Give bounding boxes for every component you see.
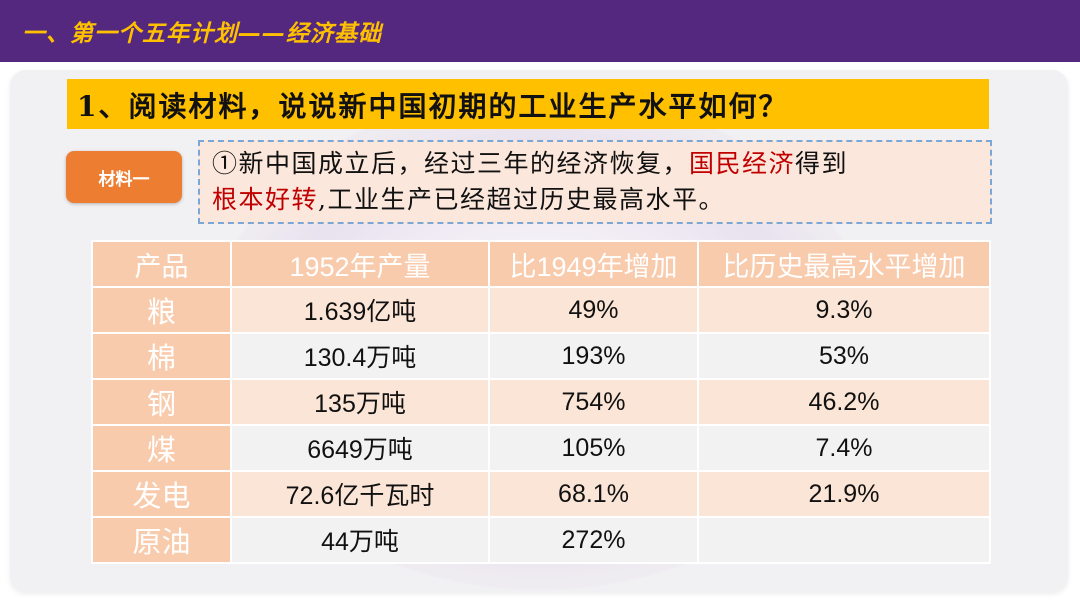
- product-cell: 钢: [91, 378, 232, 426]
- output-cell: 72.6亿千瓦时: [230, 470, 490, 518]
- header-increase-record: 比历史最高水平增加: [697, 240, 991, 288]
- increase-record-cell: 46.2%: [697, 378, 991, 426]
- increase-1949-cell: 49%: [488, 286, 699, 334]
- table-row: 钢 135万吨 754% 46.2%: [91, 378, 991, 426]
- material-text: ①新中国成立后，经过三年的经济恢复，国民经济得到根本好转,工业生产已经超过历史最…: [212, 146, 992, 218]
- increase-record-cell: 9.3%: [697, 286, 991, 334]
- section-title: 一、第一个五年计划——经济基础: [22, 21, 382, 47]
- material-highlight-economy: 国民经济: [689, 149, 796, 178]
- table-row: 煤 6649万吨 105% 7.4%: [91, 424, 991, 472]
- material-part1: ①新中国成立后，经过三年的经济恢复，: [212, 149, 690, 178]
- material-part3: ,工业生产已经超过历史最高水平。: [318, 185, 725, 214]
- product-cell: 粮: [91, 286, 232, 334]
- increase-1949-cell: 193%: [488, 332, 699, 380]
- material-highlight-improve: 根本好转: [212, 185, 319, 214]
- increase-record-cell: 7.4%: [697, 424, 991, 472]
- material-box: ①新中国成立后，经过三年的经济恢复，国民经济得到根本好转,工业生产已经超过历史最…: [198, 140, 992, 224]
- table-row: 发电 72.6亿千瓦时 68.1% 21.9%: [91, 470, 991, 518]
- question-text: 1、阅读材料，说说新中国初期的工业生产水平如何？: [77, 90, 789, 123]
- table-row: 棉 130.4万吨 193% 53%: [91, 332, 991, 380]
- output-cell: 130.4万吨: [230, 332, 490, 380]
- increase-record-cell: [697, 516, 991, 564]
- product-cell: 发电: [91, 470, 232, 518]
- product-cell: 原油: [91, 516, 232, 564]
- increase-1949-cell: 68.1%: [488, 470, 699, 518]
- header-increase-1949: 比1949年增加: [488, 240, 699, 288]
- increase-1949-cell: 272%: [488, 516, 699, 564]
- table-row: 原油 44万吨 272%: [91, 516, 991, 564]
- output-cell: 6649万吨: [230, 424, 490, 472]
- header-product: 产品: [91, 240, 232, 288]
- header-bar: 一、第一个五年计划——经济基础: [0, 0, 1080, 62]
- increase-record-cell: 53%: [697, 332, 991, 380]
- increase-record-cell: 21.9%: [697, 470, 991, 518]
- material-part2: 得到: [795, 149, 849, 178]
- output-cell: 44万吨: [230, 516, 490, 564]
- increase-1949-cell: 754%: [488, 378, 699, 426]
- production-table: 产品 1952年产量 比1949年增加 比历史最高水平增加 粮 1.639亿吨 …: [91, 240, 991, 564]
- table-header-row: 产品 1952年产量 比1949年增加 比历史最高水平增加: [91, 240, 991, 288]
- increase-1949-cell: 105%: [488, 424, 699, 472]
- table-row: 粮 1.639亿吨 49% 9.3%: [91, 286, 991, 334]
- output-cell: 1.639亿吨: [230, 286, 490, 334]
- material-badge: 材料一: [66, 151, 182, 203]
- header-output-1952: 1952年产量: [230, 240, 490, 288]
- question-banner: 1、阅读材料，说说新中国初期的工业生产水平如何？: [67, 79, 989, 129]
- product-cell: 棉: [91, 332, 232, 380]
- product-cell: 煤: [91, 424, 232, 472]
- output-cell: 135万吨: [230, 378, 490, 426]
